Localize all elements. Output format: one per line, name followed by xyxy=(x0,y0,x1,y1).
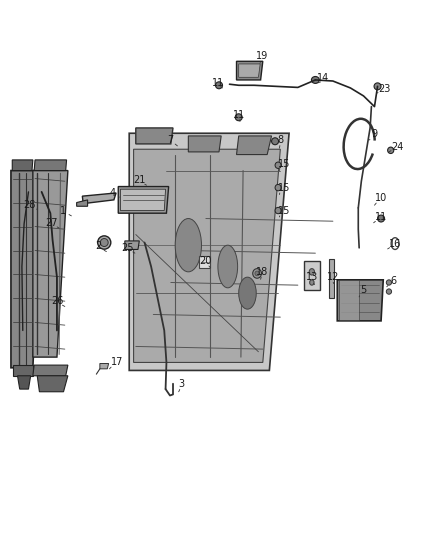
Ellipse shape xyxy=(378,215,385,222)
Polygon shape xyxy=(118,187,169,213)
Text: 27: 27 xyxy=(46,218,58,228)
Text: 5: 5 xyxy=(360,286,367,295)
Polygon shape xyxy=(136,128,173,144)
Polygon shape xyxy=(134,149,280,362)
Text: 18: 18 xyxy=(256,267,268,277)
Polygon shape xyxy=(77,200,88,206)
Polygon shape xyxy=(12,160,33,171)
Polygon shape xyxy=(18,376,31,389)
Ellipse shape xyxy=(272,138,279,144)
Ellipse shape xyxy=(311,76,319,83)
Ellipse shape xyxy=(309,269,314,275)
Text: 9: 9 xyxy=(371,130,378,139)
Text: 11: 11 xyxy=(233,110,245,119)
Text: 20: 20 xyxy=(199,256,211,266)
Ellipse shape xyxy=(235,114,242,120)
Text: 26: 26 xyxy=(51,296,63,306)
Text: 25: 25 xyxy=(121,243,133,253)
Text: 15: 15 xyxy=(278,159,290,168)
Text: 23: 23 xyxy=(378,84,390,94)
Ellipse shape xyxy=(275,184,281,191)
Text: 15: 15 xyxy=(278,206,290,215)
Ellipse shape xyxy=(374,83,381,90)
Polygon shape xyxy=(337,280,383,321)
Polygon shape xyxy=(33,171,68,357)
Ellipse shape xyxy=(175,219,201,272)
Text: 14: 14 xyxy=(317,74,329,83)
Text: 21: 21 xyxy=(133,175,145,185)
Text: 15: 15 xyxy=(278,183,290,192)
Polygon shape xyxy=(199,256,210,268)
Ellipse shape xyxy=(310,280,314,285)
Ellipse shape xyxy=(255,271,259,276)
Ellipse shape xyxy=(386,280,392,285)
Ellipse shape xyxy=(98,236,111,249)
Text: 4: 4 xyxy=(110,188,116,198)
Ellipse shape xyxy=(275,207,281,214)
Text: 7: 7 xyxy=(167,135,173,144)
Ellipse shape xyxy=(239,277,256,309)
Polygon shape xyxy=(237,61,263,80)
Text: 12: 12 xyxy=(327,272,339,282)
Polygon shape xyxy=(37,376,68,392)
Text: 24: 24 xyxy=(392,142,404,151)
Polygon shape xyxy=(239,64,260,77)
Polygon shape xyxy=(129,133,289,370)
Text: 3: 3 xyxy=(178,379,184,389)
Polygon shape xyxy=(237,136,272,155)
Text: 28: 28 xyxy=(24,200,36,210)
Text: 6: 6 xyxy=(390,276,396,286)
Polygon shape xyxy=(33,365,68,376)
Text: 11: 11 xyxy=(375,212,387,222)
Polygon shape xyxy=(100,364,109,369)
Polygon shape xyxy=(34,160,67,171)
Text: 16: 16 xyxy=(389,239,402,248)
Text: 10: 10 xyxy=(375,193,387,203)
Text: 8: 8 xyxy=(277,135,283,144)
Polygon shape xyxy=(329,259,334,298)
Polygon shape xyxy=(304,261,320,290)
Text: 13: 13 xyxy=(306,272,318,282)
Polygon shape xyxy=(11,171,42,368)
Polygon shape xyxy=(188,136,221,152)
Ellipse shape xyxy=(253,269,261,278)
Text: 1: 1 xyxy=(60,206,67,215)
Text: 17: 17 xyxy=(111,358,124,367)
Polygon shape xyxy=(125,241,139,249)
Text: 11: 11 xyxy=(212,78,224,87)
Polygon shape xyxy=(120,189,166,211)
Ellipse shape xyxy=(388,147,394,154)
Text: 19: 19 xyxy=(256,51,268,61)
Ellipse shape xyxy=(218,245,237,288)
Polygon shape xyxy=(13,365,33,376)
Ellipse shape xyxy=(386,289,392,294)
Ellipse shape xyxy=(275,162,281,168)
Text: 2: 2 xyxy=(95,241,102,251)
Polygon shape xyxy=(82,193,116,204)
Polygon shape xyxy=(339,280,359,320)
Ellipse shape xyxy=(100,239,108,247)
Ellipse shape xyxy=(215,82,223,88)
